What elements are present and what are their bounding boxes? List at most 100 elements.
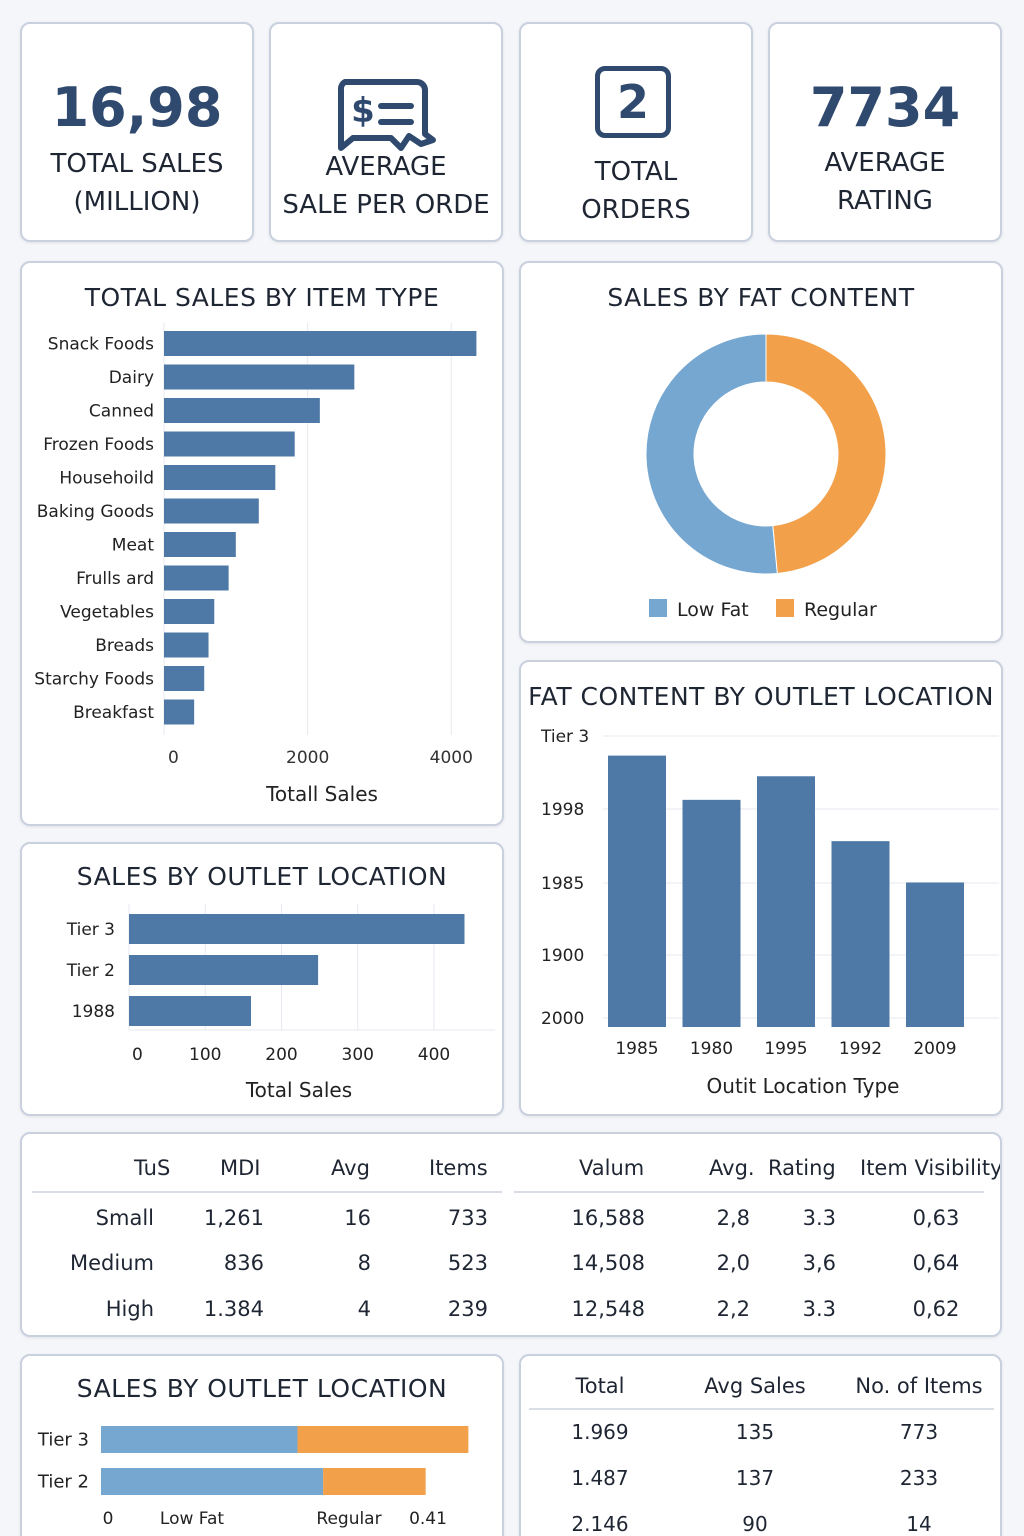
bar-1985 <box>608 755 666 1027</box>
x-tick-label: 0 <box>103 1509 114 1529</box>
table-cell: 14 <box>906 1512 932 1536</box>
column-header: No. of Items <box>855 1374 983 1398</box>
category-label: Canned <box>89 402 154 422</box>
x-tick-label: 1995 <box>764 1039 807 1059</box>
outlet-location-bar-chart: 0 100 200 300 400 Tier 3 Tier 2 1988 Total Sales <box>66 904 495 1102</box>
table-cell: 0,63 <box>912 1206 960 1230</box>
category-label: Breakfast <box>73 703 154 723</box>
fat-outlet-location-bar-chart: Tier 3 1998 1985 1900 2000 1985 1980 1995 1992 20… <box>540 727 999 1098</box>
category-label: Tier 2 <box>37 1472 89 1493</box>
y-tick-label: 1985 <box>541 874 584 894</box>
table-cell: 0,62 <box>912 1297 960 1321</box>
y-tick-label: 1998 <box>541 800 584 820</box>
y-tick-label: 1900 <box>541 946 584 966</box>
legend-label: Regular <box>804 599 877 621</box>
receipt-dollar-icon: $ <box>337 79 436 151</box>
x-tick-label: 200 <box>265 1045 297 1065</box>
outlet-size-table-card: TuS MDI Avg Items Valum Avg. Rating Item Visibi… <box>20 1132 1002 1337</box>
table-cell: 16,588 <box>571 1206 645 1230</box>
y-tick-label: 2000 <box>541 1009 584 1029</box>
bar-starchy-foods <box>164 666 205 691</box>
orders-badge: 2 <box>595 66 671 138</box>
x-tick-label: 0 <box>168 748 179 768</box>
bar-frozen-foods <box>164 431 295 457</box>
header-divider <box>514 1191 984 1193</box>
bar-vegetables <box>164 599 215 624</box>
category-label: Househoild <box>59 469 154 489</box>
category-label: Baking Goods <box>37 502 154 522</box>
header-divider <box>529 1408 994 1410</box>
legend-swatch-low-fat <box>649 599 667 617</box>
x-tick-label: 0 <box>132 1045 143 1065</box>
kpi-average-rating-value: 7734 <box>809 76 961 139</box>
category-label: Tier 3 <box>66 920 115 940</box>
bar-1992 <box>831 841 890 1027</box>
bar-meat <box>164 532 236 557</box>
category-label: Snack Foods <box>48 335 154 355</box>
bar-tier-3 <box>129 914 465 944</box>
column-header: Item Visibility <box>860 1156 1002 1180</box>
header-divider <box>32 1191 502 1193</box>
table-cell: 836 <box>223 1251 264 1275</box>
bar-tier-3-low-fat <box>101 1426 298 1453</box>
bar-frulls-ard <box>164 565 229 591</box>
bar-tier-2-low-fat <box>101 1468 324 1495</box>
fat-outlet-location-chart-title: FAT CONTENT BY OUTLET LOCATION <box>528 682 994 711</box>
table-cell: Small <box>95 1206 154 1230</box>
kpi-average-sale-card: $ AVERAGE SALE PER ORDE <box>269 22 503 242</box>
bar-baking-goods <box>164 498 259 524</box>
fat-content-chart-card: SALES BY FAT CONTENT Low Fat Regular <box>519 261 1003 643</box>
x-axis-label: Outit Location Type <box>707 1074 900 1098</box>
fat-outlet-location-chart-card: FAT CONTENT BY OUTLET LOCATION Tier 3 199… <box>519 660 1003 1116</box>
table-cell: Medium <box>70 1251 154 1275</box>
bar-1980 <box>682 799 741 1027</box>
table-cell: 3,6 <box>802 1251 836 1275</box>
x-tick-label: 1985 <box>615 1039 658 1059</box>
table-cell: 135 <box>735 1420 775 1444</box>
kpi-total-sales-card: 16,98 TOTAL SALES (MILLION) <box>20 22 254 242</box>
table-cell: 3.3 <box>802 1297 836 1321</box>
slice-low-fat <box>645 333 778 575</box>
x-tick-label: 1980 <box>690 1039 733 1059</box>
table-cell: 2,0 <box>716 1251 750 1275</box>
column-header: Avg <box>331 1156 370 1180</box>
summary-table: Total Avg Sales No. of Items 1.969 135 773 1.4… <box>521 1356 1000 1536</box>
x-tick-label: Regular <box>316 1509 381 1529</box>
bar-breads <box>164 632 209 658</box>
kpi-total-orders-label: TOTAL ORDERS <box>581 157 691 225</box>
fat-content-donut-chart: Low Fat Regular <box>645 333 887 621</box>
x-tick-label: 400 <box>418 1045 450 1065</box>
bar-dairy <box>164 364 355 390</box>
bar-tier-2-regular <box>323 1468 426 1495</box>
bar-1988 <box>129 996 251 1026</box>
table-cell: 1.384 <box>203 1297 264 1321</box>
category-label: Frulls ard <box>76 569 154 589</box>
outlet-size-table: TuS MDI Avg Items Valum Avg. Rating Item Visibi… <box>22 1134 1002 1335</box>
x-tick-label: 1992 <box>839 1039 882 1059</box>
category-label: Dairy <box>109 368 154 388</box>
x-tick-label: Low Fat <box>160 1509 225 1529</box>
table-cell: 239 <box>447 1297 488 1321</box>
legend-swatch-regular <box>776 599 794 617</box>
table-cell: 1,261 <box>203 1206 264 1230</box>
table-cell: 137 <box>735 1466 775 1490</box>
table-cell: 2,8 <box>716 1206 750 1230</box>
legend-label: Low Fat <box>677 599 749 621</box>
column-header: Valum <box>579 1156 645 1180</box>
x-axis-label: Totall Sales <box>265 782 378 806</box>
x-tick-label: 2000 <box>286 748 329 768</box>
kpi-total-sales-label: TOTAL SALES (MILLION) <box>50 149 224 217</box>
table-cell: 12,548 <box>571 1297 645 1321</box>
category-label: 1988 <box>72 1002 115 1022</box>
table-cell: 2,2 <box>716 1297 750 1321</box>
table-cell: 8 <box>357 1251 371 1275</box>
table-cell: 14,508 <box>571 1251 645 1275</box>
bar-tier-2 <box>129 955 319 985</box>
outlet-location-stacked-chart-title: SALES BY OUTLET LOCATION <box>76 1374 448 1403</box>
kpi-average-rating-label: AVERAGE RATING <box>824 148 946 216</box>
kpi-total-orders-card: 2 TOTAL ORDERS <box>519 22 753 242</box>
x-tick-label: 300 <box>342 1045 374 1065</box>
table-cell: 0,64 <box>912 1251 960 1275</box>
x-tick-label: 4000 <box>430 748 473 768</box>
x-tick-label: 100 <box>189 1045 221 1065</box>
